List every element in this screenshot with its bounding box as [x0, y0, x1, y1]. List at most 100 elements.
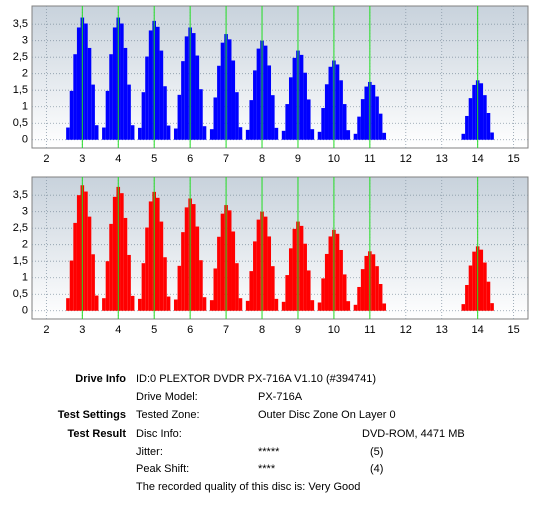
bar: [324, 253, 329, 311]
y-tick-label: 1: [22, 101, 28, 113]
x-tick-label: 14: [472, 324, 484, 336]
bar: [87, 216, 92, 311]
y-tick-label: 1,5: [13, 84, 28, 96]
x-tick-label: 2: [43, 153, 49, 165]
bar: [191, 33, 196, 140]
bar: [130, 125, 135, 140]
bar: [177, 94, 182, 140]
bar: [91, 84, 95, 140]
bar: [199, 260, 203, 311]
bar: [163, 86, 167, 140]
bar: [202, 297, 207, 311]
bar: [173, 299, 178, 311]
bar: [281, 130, 286, 140]
bar: [148, 30, 153, 140]
bar: [141, 92, 146, 140]
bar: [321, 278, 325, 311]
bar: [299, 54, 304, 140]
bar: [353, 304, 358, 311]
bar: [191, 204, 196, 311]
bar: [339, 249, 343, 311]
bar: [378, 283, 383, 311]
bar: [220, 213, 225, 311]
bar: [238, 298, 243, 311]
charts: 00,511,522,533,52 3 4 5 6 7 8 9 10 11 12 13 14 1500,5…: [13, 5, 529, 336]
x-tick-label: 7: [223, 153, 229, 165]
bar: [335, 233, 340, 311]
bar: [461, 133, 466, 140]
summary: The recorded quality of this disc is: Ve…: [136, 481, 360, 493]
bar: [76, 27, 81, 140]
bar: [102, 298, 106, 311]
bar: [263, 45, 268, 140]
x-tick-label: 13: [436, 324, 448, 336]
bar: [382, 132, 387, 140]
x-tick-label: 8: [259, 324, 265, 336]
label: Peak Shift:: [136, 463, 189, 475]
bar: [102, 127, 106, 140]
bar: [465, 284, 469, 311]
bar: [364, 86, 369, 140]
x-tick-label: 10: [328, 324, 340, 336]
bar: [220, 42, 225, 140]
y-tick-label: 3,5: [13, 18, 28, 30]
x-tick-label: 11: [364, 324, 375, 336]
bar: [306, 99, 311, 140]
bar: [227, 210, 232, 311]
label: Drive Model:: [136, 391, 198, 403]
bar: [317, 131, 322, 140]
bar: [324, 84, 329, 140]
value: (5): [370, 446, 383, 458]
bar: [378, 113, 383, 140]
bar: [87, 47, 92, 140]
x-tick-label: 5: [151, 324, 157, 336]
bar: [141, 263, 146, 311]
bar: [227, 39, 232, 140]
x-tick-label: 15: [507, 153, 519, 165]
x-tick-label: 5: [151, 153, 157, 165]
bar: [306, 270, 311, 311]
bar: [209, 300, 214, 311]
bar: [472, 251, 476, 311]
bar: [120, 23, 124, 140]
value: (4): [370, 463, 383, 475]
bar: [267, 236, 272, 311]
bar: [274, 298, 279, 311]
x-tick-label: 2: [43, 324, 49, 336]
y-tick-label: 3: [22, 35, 28, 47]
bar: [217, 65, 221, 140]
value: PX-716A: [258, 391, 303, 403]
x-tick-label: 15: [507, 324, 519, 336]
bar: [479, 249, 484, 311]
value: *****: [258, 446, 280, 458]
label: Test Settings: [58, 409, 126, 421]
bar: [335, 64, 340, 140]
bar: [299, 225, 304, 311]
bar: [245, 300, 250, 311]
bar: [202, 126, 207, 140]
bar: [76, 195, 81, 311]
bar: [123, 47, 128, 140]
bar: [105, 90, 110, 140]
bar: [364, 255, 369, 311]
bar: [195, 55, 200, 140]
bar: [112, 196, 117, 311]
bar: [209, 129, 214, 140]
bar: [127, 84, 131, 140]
bar: [66, 298, 70, 311]
y-tick-label: 1,5: [13, 255, 28, 267]
y-tick-label: 2: [22, 239, 28, 251]
label: Disc Info:: [136, 428, 182, 440]
bar: [109, 54, 113, 140]
bar: [342, 104, 347, 140]
bar: [199, 89, 203, 140]
bar: [138, 127, 142, 140]
bar: [267, 65, 272, 140]
bar: [375, 266, 379, 311]
bar: [360, 99, 365, 140]
bar: [256, 48, 261, 140]
bar: [461, 304, 466, 311]
y-tick-label: 0: [22, 134, 28, 146]
bar: [130, 295, 135, 311]
y-tick-label: 2: [22, 68, 28, 80]
